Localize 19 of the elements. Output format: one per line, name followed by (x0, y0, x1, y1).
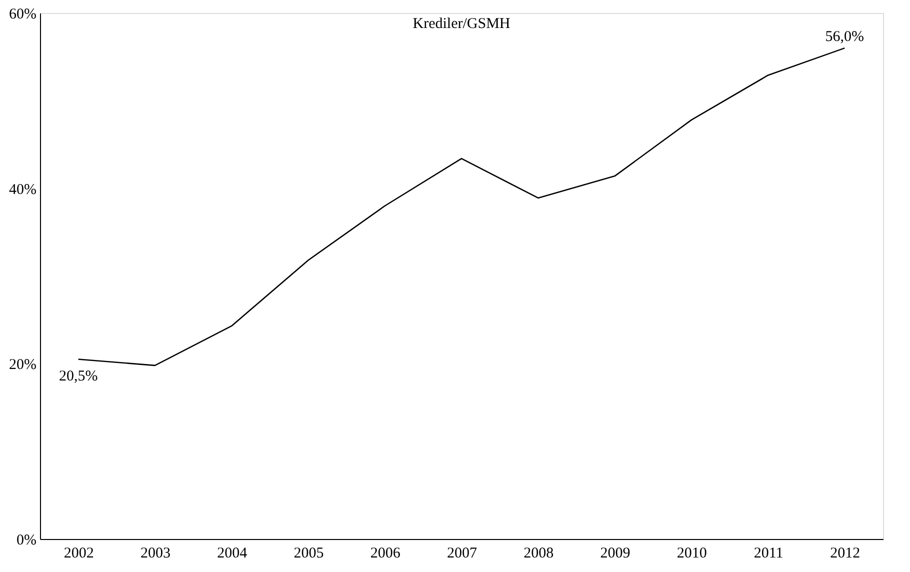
x-tick-label: 2006 (370, 546, 401, 562)
y-tick-label: 40% (9, 182, 36, 198)
x-tick-label: 2011 (754, 546, 784, 562)
x-tick-label: 2009 (600, 546, 630, 562)
line-series (78, 47, 846, 366)
x-tick-label: 2012 (830, 546, 860, 562)
data-label: 56,0% (825, 29, 864, 46)
x-tick-label: 2003 (140, 546, 170, 562)
y-tick-label: 20% (9, 357, 36, 374)
x-tick-label: 2007 (447, 546, 478, 562)
x-tick-label: 2004 (217, 546, 248, 562)
x-tick-label: 2005 (294, 546, 324, 562)
y-tick-label: 60% (9, 6, 36, 22)
chart-title: Krediler/GSMH (412, 16, 510, 32)
y-tick-label: 0% (16, 532, 36, 548)
x-tick-label: 2002 (64, 546, 94, 562)
data-label: 20,5% (58, 368, 98, 384)
x-tick-label: 2010 (676, 546, 707, 562)
x-tick-label: 2008 (524, 546, 554, 562)
